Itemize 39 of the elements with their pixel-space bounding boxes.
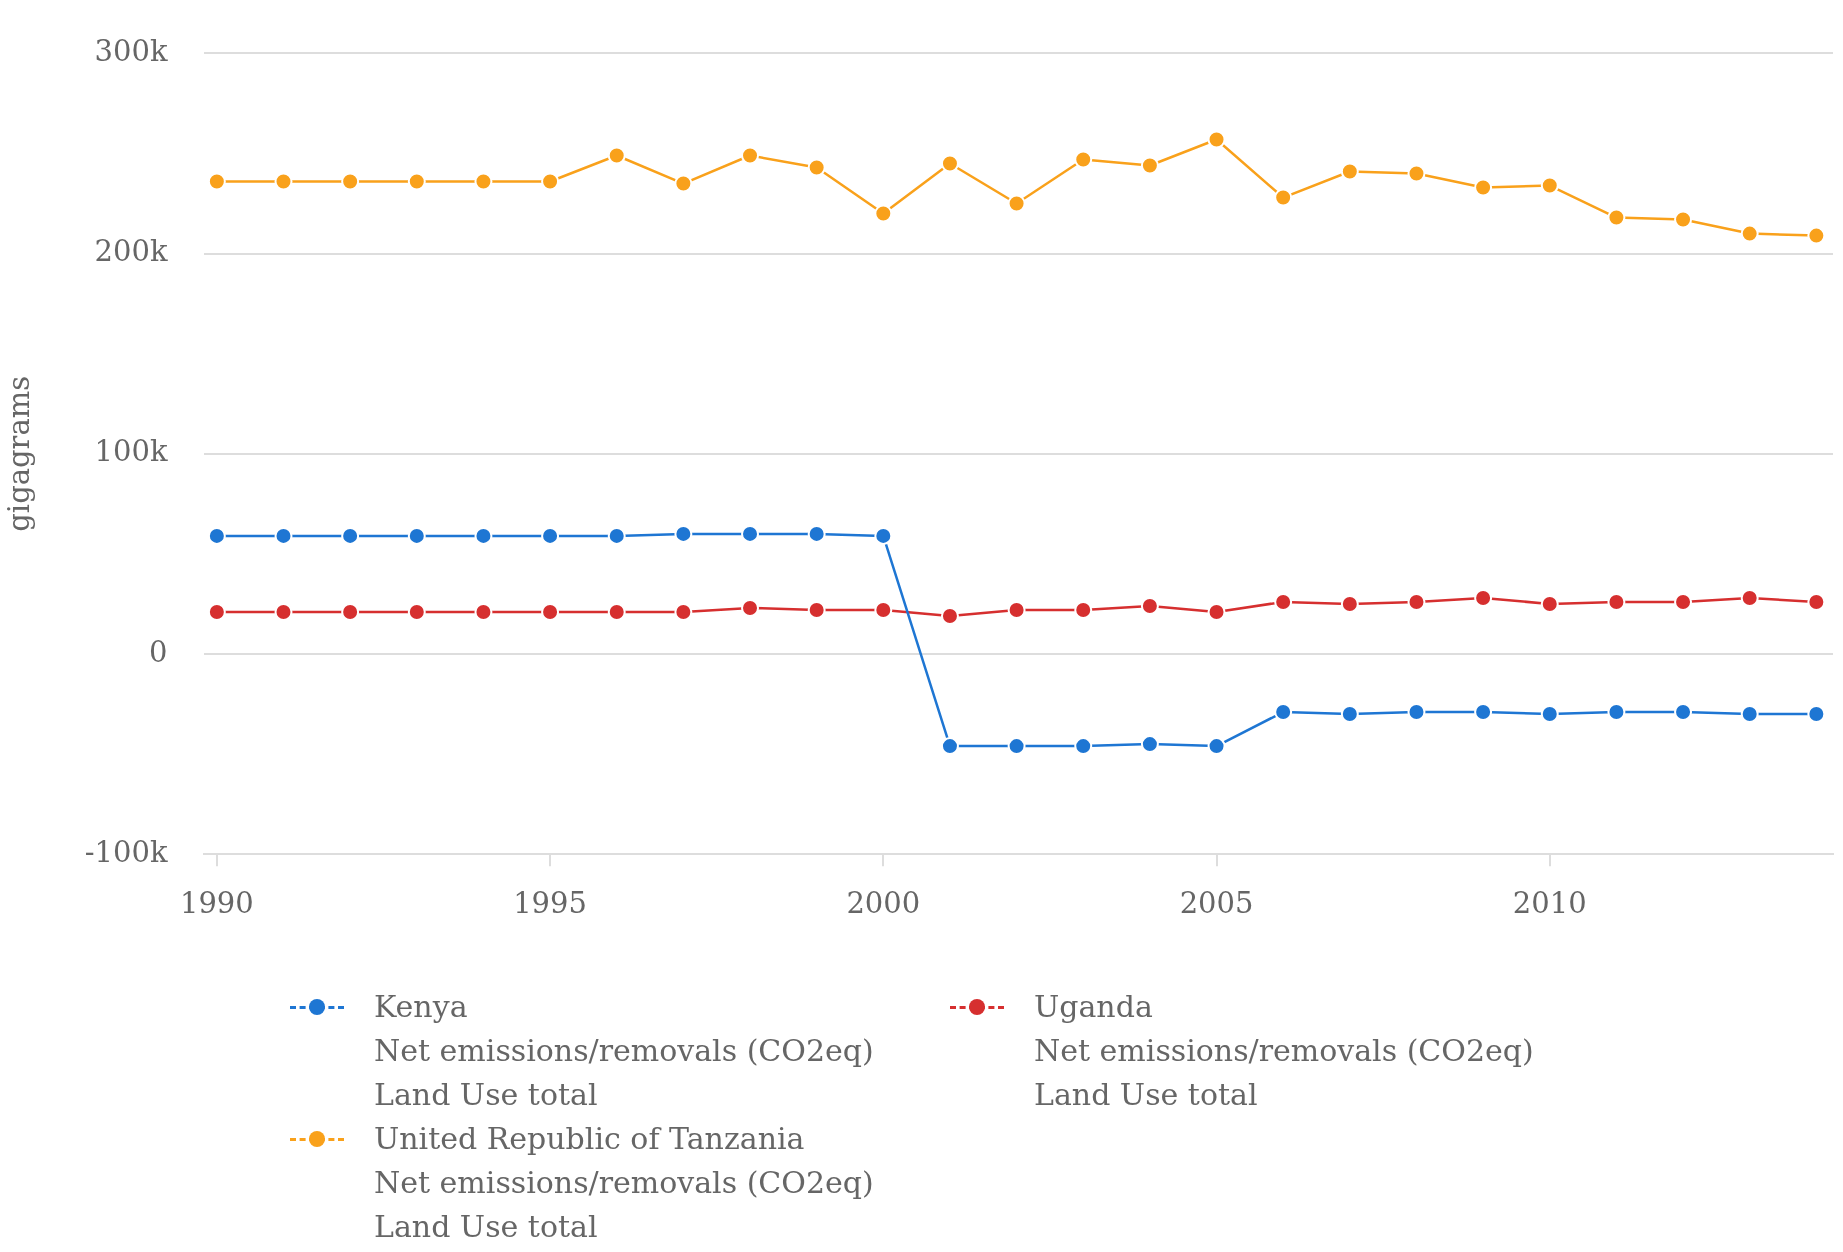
y-tick-label: 300k [94, 33, 168, 68]
point [1074, 150, 1093, 169]
point [1540, 176, 1559, 195]
point [1674, 210, 1693, 229]
point [807, 158, 826, 177]
point [474, 172, 493, 191]
point [341, 172, 360, 191]
x-tick-label: 1995 [513, 886, 587, 921]
x-tick-label: 2010 [1512, 886, 1587, 921]
point [1474, 178, 1493, 197]
point [1140, 156, 1159, 175]
point [1207, 130, 1226, 149]
point [1007, 194, 1026, 213]
x-tick-label: 2000 [846, 886, 921, 921]
point [207, 172, 226, 191]
point [1607, 208, 1626, 227]
point [940, 154, 959, 173]
point [541, 172, 560, 191]
y-tick-label: 0 [149, 634, 168, 669]
legend-label: United Republic of Tanzania Net emissions/removals (CO2eq) Land Use total [374, 1120, 874, 1246]
y-tick-label: -100k [84, 834, 168, 869]
point [1807, 226, 1826, 245]
point [1274, 188, 1293, 207]
point [407, 172, 426, 191]
legend-label: Kenya Net emissions/removals (CO2eq) Land Use total [374, 988, 874, 1114]
x-tick-label: 1990 [179, 886, 254, 921]
point [874, 204, 893, 223]
x-tick-label: 2005 [1179, 886, 1254, 921]
y-tick-label: 100k [94, 434, 168, 469]
point [1340, 162, 1359, 181]
legend-label: Uganda Net emissions/removals (CO2eq) Land Use total [1034, 988, 1534, 1114]
point [607, 146, 626, 165]
point [741, 146, 760, 165]
y-axis-title: gigagrams [1, 375, 36, 532]
point [1407, 164, 1426, 183]
point [1740, 224, 1759, 243]
point [674, 174, 693, 193]
point [274, 172, 293, 191]
y-tick-label: 200k [94, 234, 168, 269]
